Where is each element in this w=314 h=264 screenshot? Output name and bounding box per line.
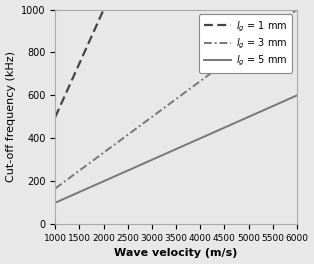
$l_g$ = 3 mm — [246, 44, 250, 47]
Line: $l_g$ = 5 mm: $l_g$ = 5 mm — [55, 95, 297, 203]
$l_g$ = 5 mm — [151, 158, 155, 161]
$l_g$ = 1 mm — [78, 60, 82, 64]
X-axis label: Wave velocity (m/s): Wave velocity (m/s) — [114, 248, 238, 258]
$l_g$ = 5 mm — [246, 116, 250, 119]
$l_g$ = 5 mm — [78, 190, 82, 193]
$l_g$ = 3 mm — [53, 187, 57, 190]
$l_g$ = 3 mm — [219, 64, 223, 67]
Y-axis label: Cut-off frequency (kHz): Cut-off frequency (kHz) — [6, 51, 16, 182]
$l_g$ = 3 mm — [78, 168, 82, 172]
$l_g$ = 5 mm — [219, 128, 223, 131]
Legend: $l_g$ = 1 mm, $l_g$ = 3 mm, $l_g$ = 5 mm: $l_g$ = 1 mm, $l_g$ = 3 mm, $l_g$ = 5 mm — [199, 15, 292, 73]
$l_g$ = 5 mm — [295, 94, 299, 97]
$l_g$ = 3 mm — [151, 115, 155, 118]
$l_g$ = 3 mm — [160, 108, 164, 111]
$l_g$ = 3 mm — [242, 47, 246, 50]
Line: $l_g$ = 3 mm: $l_g$ = 3 mm — [55, 10, 297, 188]
$l_g$ = 5 mm — [242, 117, 246, 121]
$l_g$ = 1 mm — [53, 115, 57, 119]
$l_g$ = 5 mm — [53, 201, 57, 204]
Line: $l_g$ = 1 mm: $l_g$ = 1 mm — [55, 0, 297, 117]
$l_g$ = 3 mm — [295, 8, 299, 11]
$l_g$ = 5 mm — [160, 154, 164, 157]
